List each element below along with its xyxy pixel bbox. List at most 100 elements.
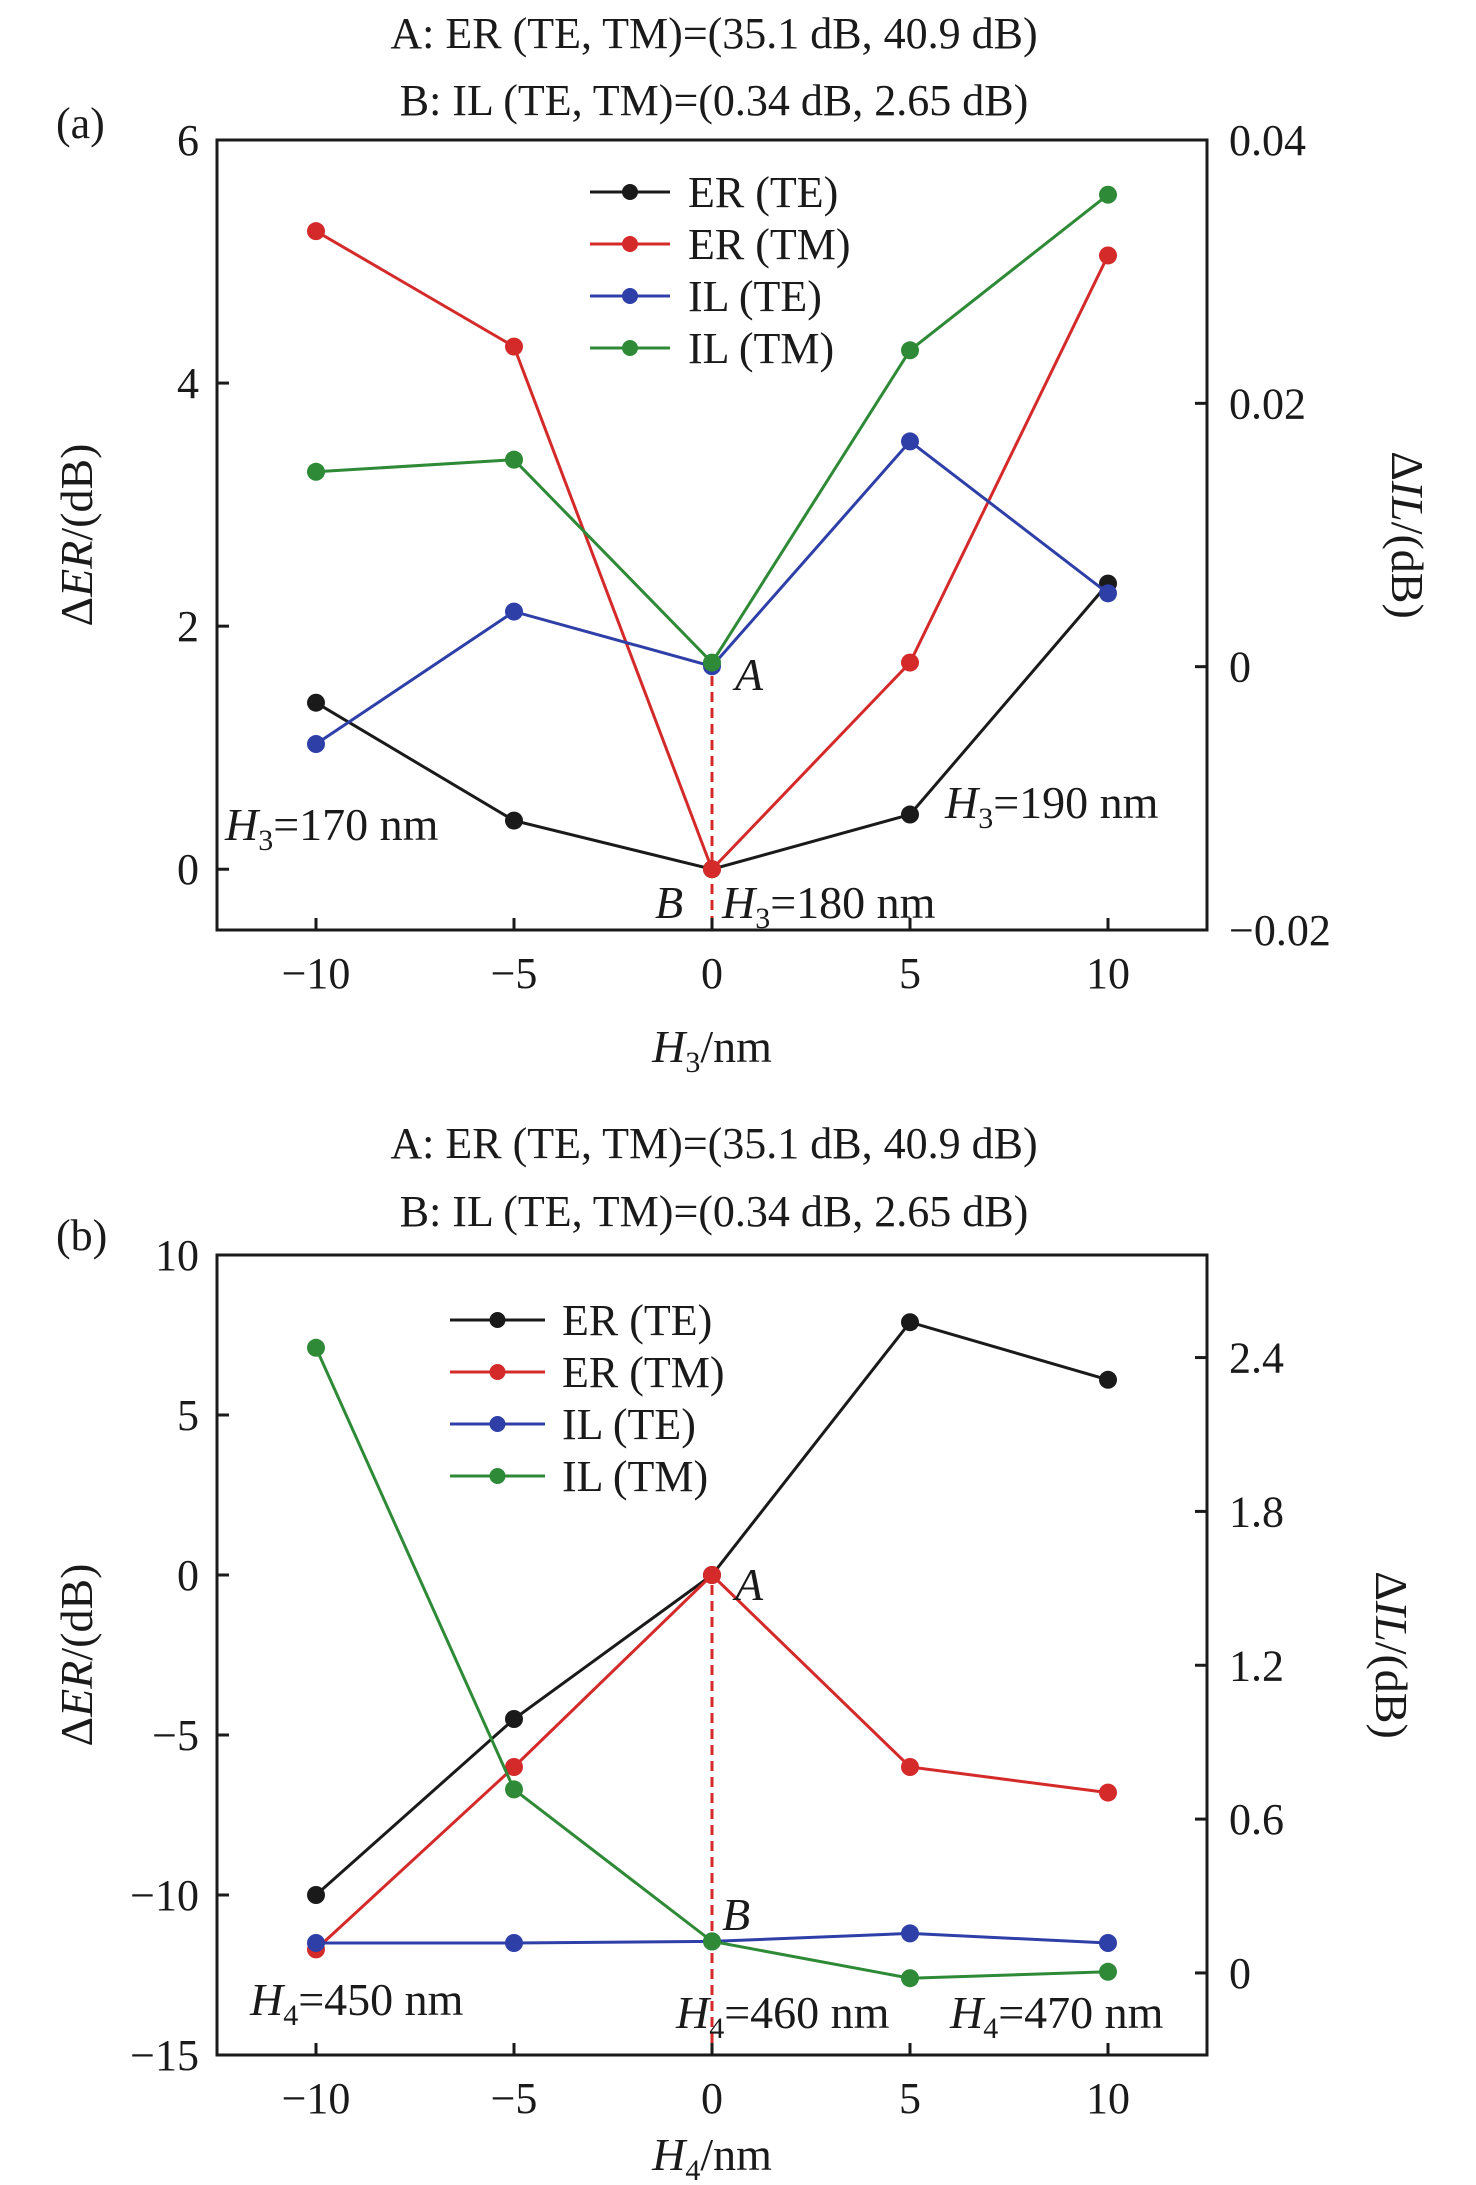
left-tick-label: −5	[152, 1711, 199, 1760]
data-point-er-tm	[703, 1566, 721, 1584]
panel-b-legend: ER (TE)ER (TM)IL (TE)IL (TM)	[450, 1296, 725, 1501]
data-point-il-te	[307, 1934, 325, 1952]
panel-b-param-right: H4=470 nm	[949, 1987, 1164, 2045]
x-tick-label: 0	[701, 2074, 723, 2123]
left-tick-label: −10	[130, 1871, 199, 1920]
legend-marker-er-te	[622, 184, 638, 200]
data-point-er-te	[1099, 1370, 1117, 1389]
right-tick-label: 1.2	[1229, 1641, 1284, 1690]
legend-marker-il-te	[489, 1416, 506, 1432]
data-point-er-te	[505, 811, 523, 830]
left-tick-label: 0	[177, 845, 199, 894]
panel-a-param-left: H3=170 nm	[224, 799, 439, 857]
left-tick-label: 10	[155, 1231, 199, 1280]
legend-label-er-tm: ER (TM)	[562, 1348, 725, 1397]
panel-a-title-line-2: B: IL (TE, TM)=(0.34 dB, 2.65 dB)	[400, 76, 1029, 125]
data-point-il-te	[505, 602, 523, 621]
data-point-il-te	[307, 735, 325, 754]
panel-b-left-axis-label: ΔER/(dB)	[51, 1564, 102, 1747]
data-point-er-te	[505, 1710, 523, 1728]
panel-b-right-ticks: 0 0.6 1.2 1.8 2.4	[1195, 1334, 1284, 1998]
data-point-er-te	[901, 1313, 919, 1332]
data-point-il-tm	[703, 1932, 721, 1951]
data-point-il-tm	[703, 653, 721, 672]
legend-label-er-tm: ER (TM)	[688, 220, 851, 269]
right-tick-label: 0	[1229, 1949, 1251, 1998]
data-point-il-te	[1099, 1934, 1117, 1952]
panel-b-param-left: H4=450 nm	[249, 1974, 464, 2032]
data-point-il-te	[901, 432, 919, 451]
x-tick-label: −5	[491, 2074, 538, 2123]
right-tick-label: 1.8	[1229, 1487, 1284, 1536]
data-point-il-tm	[901, 341, 919, 360]
left-tick-label: 4	[177, 359, 199, 408]
data-point-er-tm	[307, 222, 325, 241]
panel-b-title-line-2: B: IL (TE, TM)=(0.34 dB, 2.65 dB)	[400, 1187, 1029, 1236]
legend-marker-il-tm	[489, 1468, 506, 1484]
panel-a-param-right: H3=190 nm	[944, 777, 1159, 835]
data-point-il-tm	[307, 462, 325, 481]
panel-b: A: ER (TE, TM)=(35.1 dB, 40.9 dB) B: IL …	[51, 1119, 1417, 2185]
right-tick-label: 2.4	[1229, 1334, 1284, 1383]
data-point-er-te	[901, 805, 919, 824]
legend-marker-er-te	[489, 1312, 506, 1328]
x-tick-label: −5	[491, 949, 538, 998]
panel-b-title-line-1: A: ER (TE, TM)=(35.1 dB, 40.9 dB)	[390, 1119, 1037, 1168]
right-tick-label: 0.6	[1229, 1795, 1284, 1844]
legend-label-il-te: IL (TE)	[688, 272, 822, 321]
panel-a: A: ER (TE, TM)=(35.1 dB, 40.9 dB) B: IL …	[51, 9, 1433, 1079]
legend-marker-il-tm	[622, 340, 638, 356]
x-tick-label: 10	[1086, 2074, 1130, 2123]
data-point-er-tm	[703, 860, 721, 879]
panel-a-right-axis-label: ΔIL/(dB)	[1382, 451, 1433, 619]
data-point-il-tm	[901, 1969, 919, 1988]
legend-label-il-te: IL (TE)	[562, 1400, 696, 1449]
data-point-il-tm	[307, 1338, 325, 1357]
right-tick-label: 0	[1229, 643, 1251, 692]
panel-b-point-a-label: A	[732, 1559, 764, 1610]
panel-a-x-ticks: −10 −5 0 5 10	[282, 918, 1130, 998]
data-point-il-te	[901, 1924, 919, 1943]
left-tick-label: 5	[177, 1391, 199, 1440]
data-point-er-te	[307, 693, 325, 712]
panel-b-x-ticks: −10 −5 0 5 10	[282, 2043, 1130, 2123]
panel-a-right-ticks: −0.02 0 0.02 0.04	[1195, 116, 1331, 955]
series-line-il-tm	[314, 1347, 1109, 1980]
panel-a-legend: ER (TE)ER (TM)IL (TE)IL (TM)	[590, 168, 851, 373]
legend-label-il-tm: IL (TM)	[562, 1452, 708, 1501]
data-point-er-tm	[505, 1758, 523, 1776]
right-tick-label: 0.04	[1229, 116, 1306, 165]
panel-a-series	[307, 185, 1117, 930]
data-point-il-tm	[1099, 185, 1117, 204]
panel-a-x-axis-label: H3/nm	[651, 1021, 772, 1079]
data-point-er-tm	[1099, 246, 1117, 265]
panel-a-param-center: H3=180 nm	[721, 877, 936, 935]
x-tick-label: −10	[282, 2074, 351, 2123]
data-point-er-tm	[901, 653, 919, 672]
panel-a-left-axis-label: ΔER/(dB)	[51, 444, 102, 627]
right-tick-label: −0.02	[1229, 906, 1331, 955]
data-point-il-te	[505, 1934, 523, 1952]
left-tick-label: −15	[130, 2031, 199, 2080]
legend-label-er-te: ER (TE)	[688, 168, 838, 217]
panel-a-point-b-label: B	[655, 877, 683, 928]
left-tick-label: 0	[177, 1551, 199, 1600]
data-point-il-tm	[1099, 1962, 1117, 1981]
x-tick-label: −10	[282, 949, 351, 998]
legend-marker-er-tm	[489, 1364, 506, 1380]
panel-b-point-b-label: B	[722, 1889, 750, 1940]
panel-b-param-center: H4=460 nm	[675, 1987, 890, 2045]
data-point-il-te	[1099, 584, 1117, 603]
panel-a-left-ticks: 0 2 4 6	[177, 116, 229, 894]
legend-label-er-te: ER (TE)	[562, 1296, 712, 1345]
data-point-il-tm	[505, 1780, 523, 1799]
data-point-er-tm	[505, 337, 523, 356]
legend-marker-er-tm	[622, 236, 638, 252]
panel-a-label: (a)	[56, 99, 105, 148]
panel-b-left-ticks: −15 −10 −5 0 5 10	[130, 1231, 229, 2080]
panel-b-label: (b)	[56, 1211, 107, 1260]
x-tick-label: 10	[1086, 949, 1130, 998]
left-tick-label: 2	[177, 602, 199, 651]
x-tick-label: 0	[701, 949, 723, 998]
